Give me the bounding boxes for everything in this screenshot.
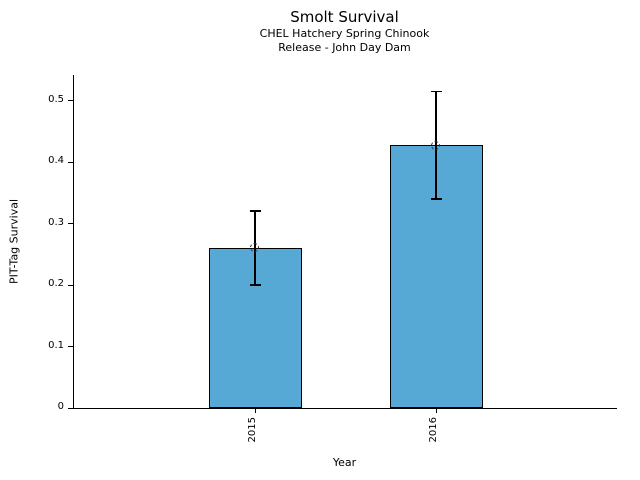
y-tick-label: 0.3 xyxy=(48,216,64,228)
y-tick-mark xyxy=(68,100,73,102)
estimate-marker-2015 xyxy=(250,243,260,253)
y-tick-label: 0 xyxy=(57,401,64,412)
x-tick-mark-2015 xyxy=(254,408,256,413)
x-tick-label-2015: 2015 xyxy=(247,417,258,443)
chart-subtitle-line1: CHEL Hatchery Spring Chinook xyxy=(259,26,430,40)
plot-area: 0 0.1 0.2 0.3 0.4 0.5 2015 2016 xyxy=(48,75,617,442)
chart-subtitle-line2: Release - John Day Dam xyxy=(278,40,411,54)
x-tick-mark-2016 xyxy=(435,408,437,413)
error-bar-cap-bottom-2015 xyxy=(249,284,261,286)
error-bar-cap-top-2015 xyxy=(249,210,261,212)
y-axis-label: PIT-Tag Survival xyxy=(7,199,21,285)
y-tick-mark xyxy=(68,223,73,224)
y-tick-label: 0.4 xyxy=(48,155,64,167)
y-tick-mark xyxy=(68,407,73,409)
error-bar-cap-top-2016 xyxy=(430,90,442,93)
error-bar-cap-bottom-2016 xyxy=(430,198,442,200)
x-tick-label-2016: 2016 xyxy=(428,417,439,443)
x-axis-label: Year xyxy=(332,456,357,469)
chart-title: Smolt Survival xyxy=(290,8,399,26)
y-tick-label: 0.5 xyxy=(48,93,64,105)
y-tick-mark xyxy=(68,284,73,286)
y-tick-label: 0.2 xyxy=(48,278,64,289)
y-tick-mark xyxy=(68,161,73,163)
y-tick-label: 0.1 xyxy=(48,339,64,351)
y-tick-mark xyxy=(68,346,73,347)
chart-header: Smolt Survival CHEL Hatchery Spring Chin… xyxy=(73,8,616,54)
estimate-marker-2016 xyxy=(431,140,441,150)
